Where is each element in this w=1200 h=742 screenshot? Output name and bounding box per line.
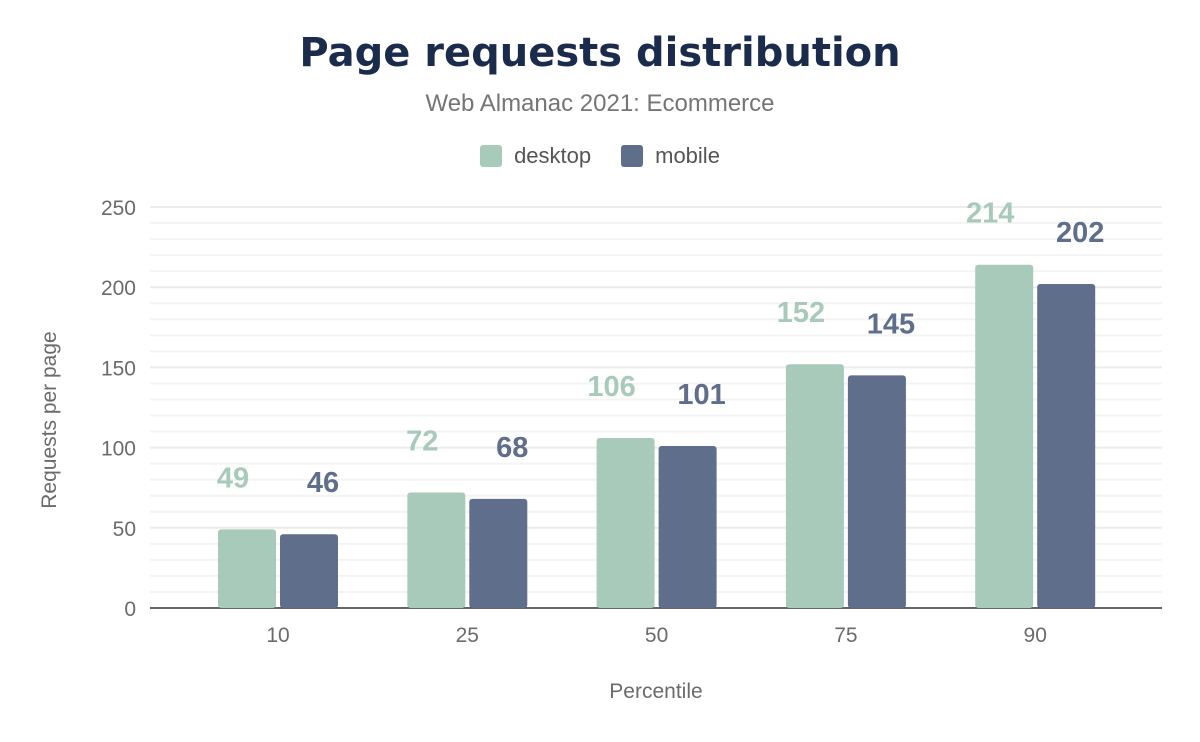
legend-item-desktop[interactable]: desktop xyxy=(480,143,591,169)
bar-mobile xyxy=(1037,283,1096,608)
chart-subtitle: Web Almanac 2021: Ecommerce xyxy=(425,90,775,117)
y-tick-label: 250 xyxy=(101,197,136,220)
bar-mobile xyxy=(469,498,528,608)
y-tick-label: 150 xyxy=(101,357,136,380)
data-label-desktop: 72 xyxy=(406,426,438,458)
legend-label-mobile: mobile xyxy=(655,143,720,168)
x-tick-label: 10 xyxy=(266,624,289,647)
bar-mobile xyxy=(280,534,338,608)
data-label-mobile: 101 xyxy=(677,379,725,411)
legend: desktop mobile xyxy=(0,143,1200,169)
x-tick-label: 50 xyxy=(645,624,668,647)
bar-desktop xyxy=(407,492,466,608)
bar-desktop xyxy=(596,437,655,608)
legend-item-mobile[interactable]: mobile xyxy=(621,143,720,169)
data-label-mobile: 202 xyxy=(1056,217,1104,249)
bar-mobile xyxy=(658,445,717,608)
legend-label-desktop: desktop xyxy=(514,143,592,168)
legend-swatch-mobile xyxy=(621,145,644,167)
x-tick-label: 90 xyxy=(1024,624,1047,647)
y-tick-label: 0 xyxy=(124,598,136,621)
data-label-mobile: 145 xyxy=(867,308,915,340)
x-axis-title: Percentile xyxy=(609,680,702,703)
x-tick-label: 75 xyxy=(834,624,857,647)
data-label-desktop: 214 xyxy=(966,198,1014,230)
y-tick-label: 50 xyxy=(113,518,136,541)
y-axis-title: Requests per page xyxy=(38,331,61,508)
x-tick-label: 25 xyxy=(456,624,479,647)
y-tick-label: 200 xyxy=(101,277,136,300)
data-label-desktop: 49 xyxy=(217,462,249,494)
bar-mobile xyxy=(847,375,906,608)
chart-title: Page requests distribution xyxy=(299,30,901,76)
legend-swatch-desktop xyxy=(480,145,503,167)
data-label-mobile: 68 xyxy=(496,432,528,464)
bar-desktop xyxy=(218,529,276,608)
bar-desktop xyxy=(785,364,844,608)
y-tick-label: 100 xyxy=(101,438,136,461)
data-label-desktop: 106 xyxy=(587,371,635,403)
data-label-desktop: 152 xyxy=(777,297,825,329)
bar-desktop xyxy=(975,264,1034,608)
data-label-mobile: 46 xyxy=(307,467,339,499)
